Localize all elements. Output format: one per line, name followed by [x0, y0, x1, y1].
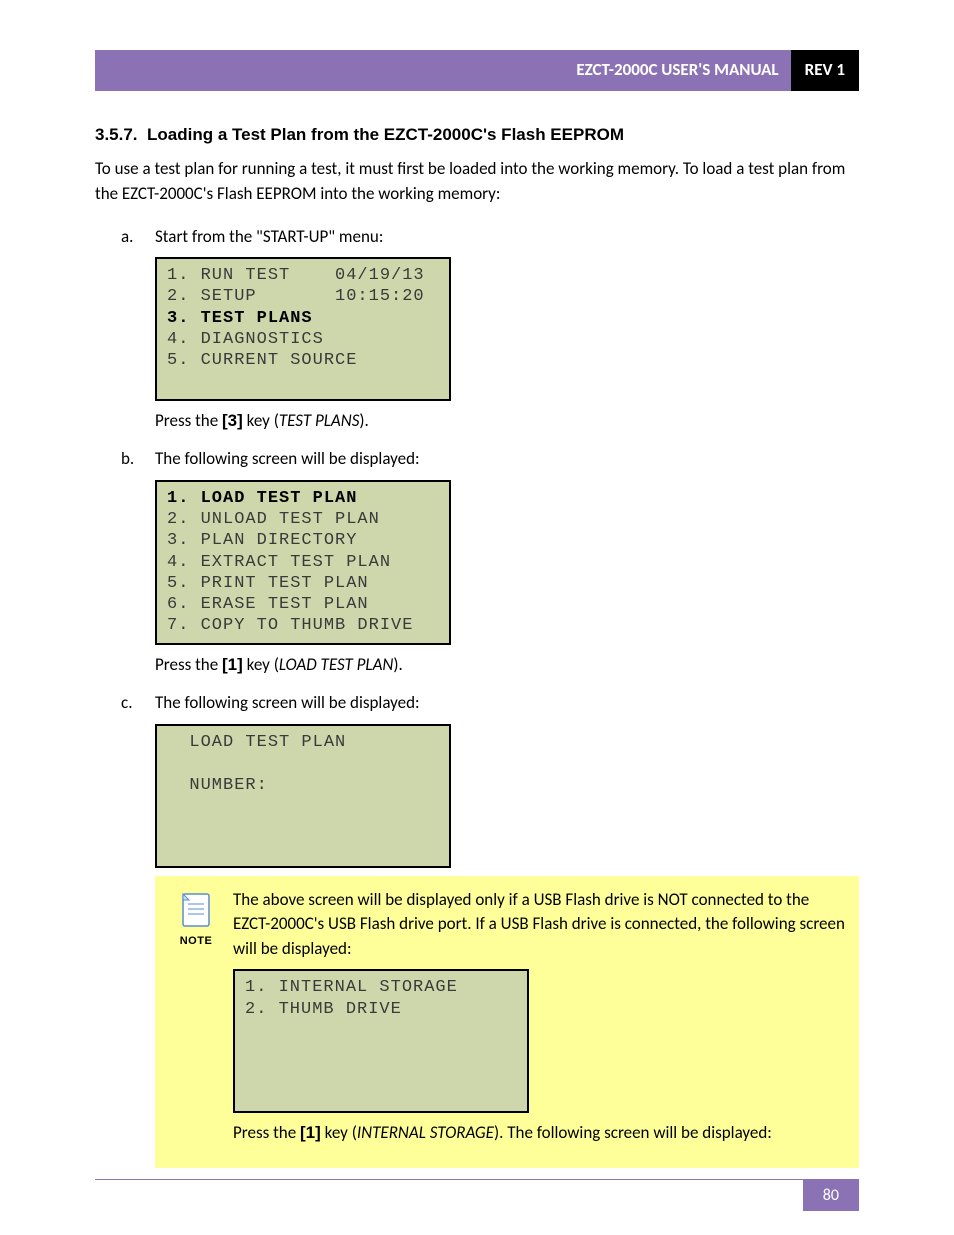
- section-number: 3.5.7.: [95, 125, 138, 144]
- step-letter: c.: [121, 691, 132, 716]
- key-label: [1]: [222, 655, 243, 674]
- section-heading: 3.5.7. Loading a Test Plan from the EZCT…: [95, 123, 859, 148]
- menu-label: TEST PLANS: [279, 410, 360, 431]
- note-label: NOTE: [180, 934, 213, 950]
- step-letter: a.: [121, 225, 133, 250]
- step-text: The following screen will be displayed:: [155, 692, 420, 713]
- note-press-instruction: Press the [1] key (INTERNAL STORAGE). Th…: [233, 1121, 845, 1146]
- section-title-text: Loading a Test Plan from the EZCT-2000C'…: [147, 125, 624, 144]
- note-icon: [175, 890, 217, 932]
- key-label: [1]: [300, 1123, 321, 1142]
- footer-spacer: [95, 1180, 803, 1211]
- note-text: The above screen will be displayed only …: [233, 888, 845, 962]
- intro-paragraph: To use a test plan for running a test, i…: [95, 157, 859, 206]
- key-label: [3]: [222, 411, 243, 430]
- footer-bar: 80: [95, 1179, 859, 1211]
- note-icon-wrap: NOTE: [169, 890, 223, 950]
- menu-label: LOAD TEST PLAN: [279, 654, 394, 675]
- step-list: a. Start from the "START-UP" menu: 1. RU…: [121, 225, 859, 1168]
- step-c: c. The following screen will be displaye…: [121, 691, 859, 1167]
- lcd-screen-load: LOAD TEST PLAN NUMBER:: [155, 724, 451, 868]
- header-title: EZCT-2000C USER'S MANUAL: [95, 50, 791, 91]
- step-b: b. The following screen will be displaye…: [121, 447, 859, 677]
- header-rev: REV 1: [791, 50, 859, 91]
- menu-label: INTERNAL STORAGE: [357, 1122, 494, 1143]
- page: EZCT-2000C USER'S MANUAL REV 1 3.5.7. Lo…: [0, 0, 954, 1235]
- press-instruction: Press the [3] key (TEST PLANS).: [155, 409, 859, 434]
- lcd-screen-testplans: 1. LOAD TEST PLAN 2. UNLOAD TEST PLAN 3.…: [155, 480, 451, 645]
- header-bar: EZCT-2000C USER'S MANUAL REV 1: [95, 50, 859, 91]
- lcd-screen-startup: 1. RUN TEST 04/19/13 2. SETUP 10:15:20 3…: [155, 257, 451, 401]
- note-content: The above screen will be displayed only …: [233, 888, 845, 1154]
- step-text: The following screen will be displayed:: [155, 448, 420, 469]
- note-box: NOTE The above screen will be displayed …: [155, 876, 859, 1168]
- step-letter: b.: [121, 447, 134, 472]
- lcd-screen-storage: 1. INTERNAL STORAGE 2. THUMB DRIVE: [233, 969, 529, 1113]
- press-instruction: Press the [1] key (LOAD TEST PLAN).: [155, 653, 859, 678]
- page-number: 80: [803, 1180, 859, 1211]
- step-text: Start from the "START-UP" menu:: [155, 226, 383, 247]
- step-a: a. Start from the "START-UP" menu: 1. RU…: [121, 225, 859, 434]
